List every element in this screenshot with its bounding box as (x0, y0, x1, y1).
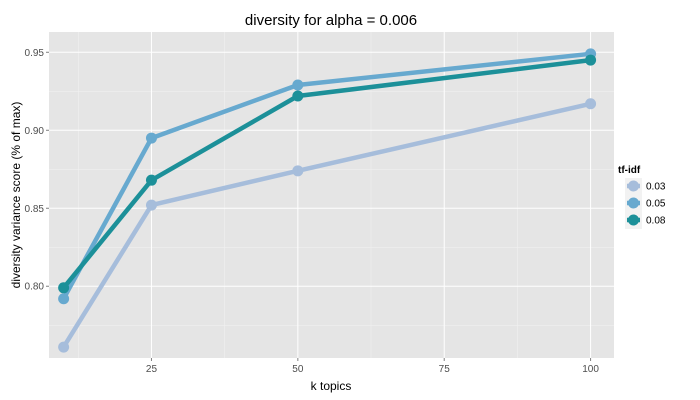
x-tick-label: 75 (439, 364, 451, 375)
data-point-0.08 (292, 90, 304, 102)
y-tick-label: 0.95 (25, 48, 45, 59)
legend: tf-idf 0.03 0.05 0.08 (618, 165, 666, 229)
chart-title: diversity for alpha = 0.006 (245, 12, 417, 29)
data-point-0.05 (58, 293, 70, 305)
data-point-0.05 (292, 79, 304, 91)
data-point-0.03 (292, 165, 304, 177)
legend-label-0.05: 0.05 (646, 199, 666, 210)
legend-label-0.08: 0.08 (646, 216, 666, 227)
legend-label-0.03: 0.03 (646, 182, 666, 193)
series-lines (61, 51, 593, 350)
x-axis-title: k topics (311, 379, 352, 393)
x-tick-label: 50 (292, 364, 304, 375)
data-point-0.08 (585, 54, 597, 66)
data-point-0.08 (145, 174, 157, 186)
x-tick-label: 25 (146, 364, 158, 375)
legend-key-point (628, 214, 639, 226)
series-points (58, 48, 597, 353)
x-tick-label: 100 (582, 364, 599, 375)
data-point-0.03 (58, 341, 70, 353)
y-axis-title: diversity variance score (% of max) (9, 102, 23, 289)
panel-background (49, 32, 614, 358)
legend-key-point (628, 197, 639, 209)
data-point-0.03 (585, 98, 597, 110)
y-tick-label: 0.80 (25, 282, 45, 293)
y-tick-label: 0.90 (25, 126, 45, 137)
legend-items: 0.03 0.05 0.08 (625, 178, 666, 229)
data-point-0.08 (58, 282, 70, 294)
y-axis: 0.80 0.85 0.90 0.95 (25, 48, 49, 293)
data-point-0.03 (145, 199, 157, 211)
legend-key-point (628, 180, 639, 192)
series-line-0.08 (61, 57, 593, 291)
major-gridlines (49, 32, 614, 358)
series-line-0.05 (61, 51, 593, 301)
series-line-0.03 (61, 101, 593, 350)
y-tick-label: 0.85 (25, 204, 45, 215)
x-axis: 25 50 75 100 (146, 358, 599, 375)
legend-title: tf-idf (618, 165, 641, 176)
data-point-0.05 (145, 132, 157, 144)
